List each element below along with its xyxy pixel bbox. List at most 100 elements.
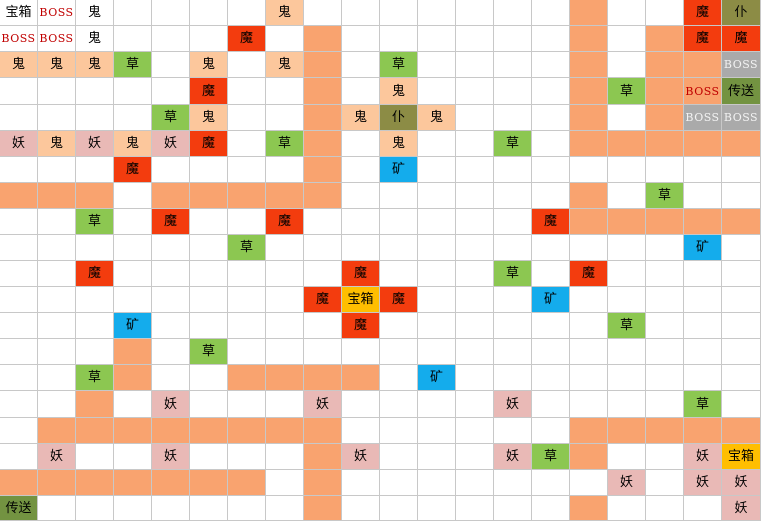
grass-cell[interactable]: 草 — [494, 261, 532, 287]
spirit-cell[interactable]: 妖 — [76, 131, 114, 157]
treasure-cell[interactable]: 宝箱 — [0, 0, 38, 26]
mine-cell[interactable]: 矿 — [684, 235, 722, 261]
empty-cell[interactable] — [456, 78, 494, 105]
path-cell[interactable] — [266, 418, 304, 444]
path-cell[interactable] — [684, 418, 722, 444]
empty-cell[interactable] — [266, 339, 304, 365]
empty-cell[interactable] — [532, 261, 570, 287]
ghost-cell[interactable]: 鬼 — [114, 131, 152, 157]
spirit-cell[interactable]: 妖 — [152, 444, 190, 470]
empty-cell[interactable] — [418, 183, 456, 209]
empty-cell[interactable] — [418, 339, 456, 365]
empty-cell[interactable] — [0, 418, 38, 444]
empty-cell[interactable] — [0, 313, 38, 339]
empty-cell[interactable] — [532, 183, 570, 209]
path-cell[interactable] — [38, 183, 76, 209]
empty-cell[interactable] — [38, 235, 76, 261]
empty-cell[interactable] — [114, 391, 152, 418]
demon-cell[interactable]: 魔 — [570, 261, 608, 287]
empty-cell[interactable] — [228, 391, 266, 418]
empty-cell[interactable] — [456, 131, 494, 157]
demon-cell[interactable]: 魔 — [722, 26, 761, 52]
ghost-cell[interactable]: 鬼 — [266, 52, 304, 78]
grass-cell[interactable]: 草 — [494, 131, 532, 157]
empty-cell[interactable] — [76, 235, 114, 261]
empty-cell[interactable] — [380, 444, 418, 470]
empty-cell[interactable] — [456, 157, 494, 183]
path-cell[interactable] — [304, 496, 342, 521]
empty-cell[interactable] — [456, 339, 494, 365]
empty-cell[interactable] — [228, 287, 266, 313]
empty-cell[interactable] — [532, 157, 570, 183]
empty-cell[interactable] — [608, 391, 646, 418]
empty-cell[interactable] — [494, 52, 532, 78]
path-cell[interactable] — [190, 470, 228, 496]
empty-cell[interactable] — [190, 26, 228, 52]
empty-cell[interactable] — [228, 157, 266, 183]
path-cell[interactable] — [228, 470, 266, 496]
empty-cell[interactable] — [646, 157, 684, 183]
spirit-cell[interactable]: 妖 — [342, 444, 380, 470]
path-cell[interactable] — [570, 26, 608, 52]
empty-cell[interactable] — [456, 365, 494, 391]
grass-cell[interactable]: 草 — [152, 105, 190, 131]
ghost-cell[interactable]: 鬼 — [418, 105, 456, 131]
empty-cell[interactable] — [342, 391, 380, 418]
empty-cell[interactable] — [418, 287, 456, 313]
empty-cell[interactable] — [722, 365, 761, 391]
empty-cell[interactable] — [380, 209, 418, 235]
empty-cell[interactable] — [304, 261, 342, 287]
path-cell[interactable] — [722, 418, 761, 444]
path-cell[interactable] — [646, 418, 684, 444]
spirit-cell[interactable]: 妖 — [304, 391, 342, 418]
empty-cell[interactable] — [228, 444, 266, 470]
path-cell[interactable] — [646, 26, 684, 52]
empty-cell[interactable] — [152, 157, 190, 183]
empty-cell[interactable] — [418, 261, 456, 287]
teleport-cell[interactable]: 传送 — [722, 78, 761, 105]
empty-cell[interactable] — [722, 157, 761, 183]
empty-cell[interactable] — [0, 235, 38, 261]
path-cell[interactable] — [228, 183, 266, 209]
path-cell[interactable] — [684, 52, 722, 78]
empty-cell[interactable] — [456, 235, 494, 261]
path-cell[interactable] — [228, 418, 266, 444]
path-cell[interactable] — [570, 131, 608, 157]
boss-cell[interactable]: BOSS — [722, 105, 761, 131]
empty-cell[interactable] — [456, 105, 494, 131]
empty-cell[interactable] — [266, 313, 304, 339]
empty-cell[interactable] — [228, 131, 266, 157]
empty-cell[interactable] — [494, 313, 532, 339]
path-cell[interactable] — [608, 209, 646, 235]
empty-cell[interactable] — [608, 157, 646, 183]
empty-cell[interactable] — [608, 365, 646, 391]
path-cell[interactable] — [646, 52, 684, 78]
demon-cell[interactable]: 魔 — [342, 261, 380, 287]
empty-cell[interactable] — [608, 235, 646, 261]
empty-cell[interactable] — [570, 365, 608, 391]
empty-cell[interactable] — [418, 391, 456, 418]
empty-cell[interactable] — [494, 235, 532, 261]
empty-cell[interactable] — [418, 496, 456, 521]
ghost-cell[interactable]: 鬼 — [380, 78, 418, 105]
path-cell[interactable] — [722, 131, 761, 157]
empty-cell[interactable] — [38, 287, 76, 313]
empty-cell[interactable] — [684, 496, 722, 521]
empty-cell[interactable] — [456, 209, 494, 235]
empty-cell[interactable] — [494, 287, 532, 313]
mine-cell[interactable]: 矿 — [380, 157, 418, 183]
empty-cell[interactable] — [38, 78, 76, 105]
path-cell[interactable] — [570, 496, 608, 521]
empty-cell[interactable] — [418, 235, 456, 261]
path-cell[interactable] — [570, 105, 608, 131]
path-cell[interactable] — [190, 418, 228, 444]
empty-cell[interactable] — [228, 261, 266, 287]
path-cell[interactable] — [76, 418, 114, 444]
demon-cell[interactable]: 魔 — [684, 26, 722, 52]
path-cell[interactable] — [342, 365, 380, 391]
empty-cell[interactable] — [494, 183, 532, 209]
empty-cell[interactable] — [418, 444, 456, 470]
empty-cell[interactable] — [266, 470, 304, 496]
demon-cell[interactable]: 魔 — [114, 157, 152, 183]
empty-cell[interactable] — [570, 287, 608, 313]
